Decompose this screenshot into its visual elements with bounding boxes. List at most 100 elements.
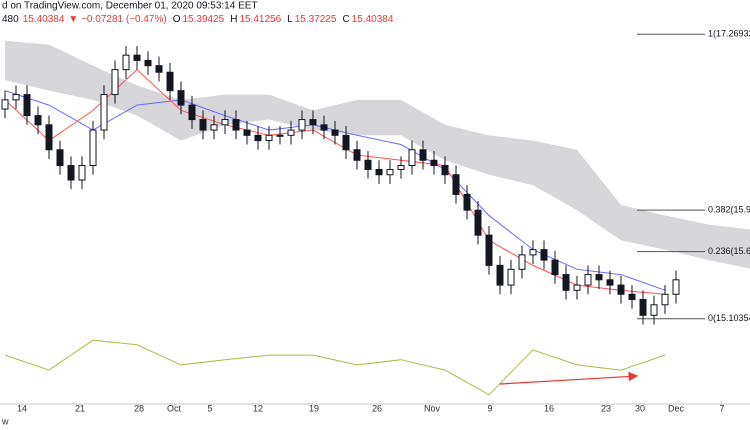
x-tick-label: 9 <box>487 403 492 413</box>
candle-body <box>397 165 405 170</box>
candle-body <box>485 234 493 266</box>
candle-body <box>430 159 438 167</box>
candle-body <box>188 104 196 121</box>
candle-body <box>573 284 581 291</box>
candle-body <box>672 279 680 295</box>
candle-body <box>386 168 394 176</box>
header-field: C <box>342 14 349 25</box>
x-tick-label: 26 <box>372 403 382 413</box>
candle-body <box>111 69 119 96</box>
x-tick-label: 5 <box>207 403 212 413</box>
candle-body <box>100 94 108 131</box>
footer-text: w <box>1 416 9 426</box>
candle-body <box>177 90 185 106</box>
candle-body <box>45 124 53 151</box>
header-field: L <box>287 14 293 25</box>
candle-body <box>12 94 20 101</box>
candle-body <box>265 134 273 142</box>
candle-body <box>375 168 383 176</box>
header-field: H <box>230 14 237 25</box>
candle-body <box>562 274 570 291</box>
candle-body <box>507 268 515 286</box>
candle-body <box>639 299 647 316</box>
x-tick-label: 12 <box>253 403 263 413</box>
candle-body <box>166 71 174 92</box>
candle-body <box>331 129 339 136</box>
candle-body <box>232 119 240 131</box>
header-line2: 480 15.40384 ▼ −0.07281 (−0.47%) O 15.39425 H… <box>2 14 394 25</box>
candle-body <box>309 119 317 126</box>
candle-body <box>661 293 669 306</box>
candle-body <box>199 119 207 131</box>
header-field: O <box>173 14 181 25</box>
header-field: 15.40384 <box>352 14 394 25</box>
candle-body <box>221 119 229 126</box>
candle-body <box>155 65 163 73</box>
candle-body <box>628 293 636 301</box>
candle-body <box>67 165 75 181</box>
candle-body <box>529 249 537 256</box>
candle-body <box>353 149 361 161</box>
candle-body <box>56 149 64 167</box>
x-tick-label: 16 <box>544 403 554 413</box>
candle-body <box>606 279 614 286</box>
candle-body <box>210 124 218 131</box>
candle-body <box>518 254 526 270</box>
x-tick-label: Nov <box>424 403 441 413</box>
x-tick-label: 14 <box>17 403 27 413</box>
fib-label: 1(17.26933) <box>708 29 750 39</box>
ichimoku-cloud <box>5 40 750 269</box>
candle-body <box>320 124 328 131</box>
header-line1: d on TradingView.com, December 01, 2020 … <box>2 1 258 12</box>
candle-body <box>617 284 625 295</box>
x-tick-label: Dec <box>668 403 685 413</box>
candle-body <box>496 264 504 286</box>
fib-label: 0(15.10354) <box>708 313 750 323</box>
candle-body <box>78 165 86 181</box>
header-field: 15.41256 <box>239 14 281 25</box>
candle-body <box>342 134 350 151</box>
x-tick-label: 19 <box>309 403 319 413</box>
candle-body <box>298 119 306 131</box>
candle-body <box>34 115 42 126</box>
header-field: ▼ −0.07281 (−0.47%) <box>68 14 166 25</box>
candle-body <box>474 209 482 236</box>
fib-label: 0.382(15.93088) <box>708 204 750 214</box>
plot-area <box>1 33 750 396</box>
candle-body <box>89 129 97 167</box>
candle-body <box>540 249 548 261</box>
candle-body <box>551 259 559 276</box>
candle-body <box>276 134 284 137</box>
candle-body <box>133 54 141 61</box>
candle-body <box>463 193 471 211</box>
candle-body <box>122 54 130 71</box>
header-field: 15.37225 <box>295 14 337 25</box>
candle-body <box>364 159 372 170</box>
x-tick-label: 28 <box>134 403 144 413</box>
candle-body <box>441 165 449 176</box>
oscillator-line <box>4 339 666 396</box>
header-field: 15.40384 <box>23 14 65 25</box>
annotation-arrow <box>499 371 639 385</box>
candle-body <box>1 99 9 110</box>
header-field: 480 <box>2 14 19 25</box>
candle-body <box>650 304 658 316</box>
candle-body <box>254 134 262 142</box>
x-tick-label: 23 <box>601 403 611 413</box>
candle-body <box>144 59 152 67</box>
candle-body <box>452 174 460 195</box>
candle-body <box>419 149 427 161</box>
x-tick-label: 30 <box>635 403 645 413</box>
candle-body <box>23 94 31 117</box>
fib-label: 0.236(15.61467) <box>708 246 750 256</box>
candle-body <box>287 129 295 136</box>
x-tick-label: Oct <box>167 403 182 413</box>
candle-body <box>584 274 592 286</box>
x-tick-label: 7 <box>719 403 724 413</box>
candle-body <box>243 129 251 136</box>
header-field: 15.39425 <box>182 14 224 25</box>
candle-body <box>408 149 416 167</box>
x-tick-label: 21 <box>75 403 85 413</box>
candle-body <box>595 274 603 281</box>
